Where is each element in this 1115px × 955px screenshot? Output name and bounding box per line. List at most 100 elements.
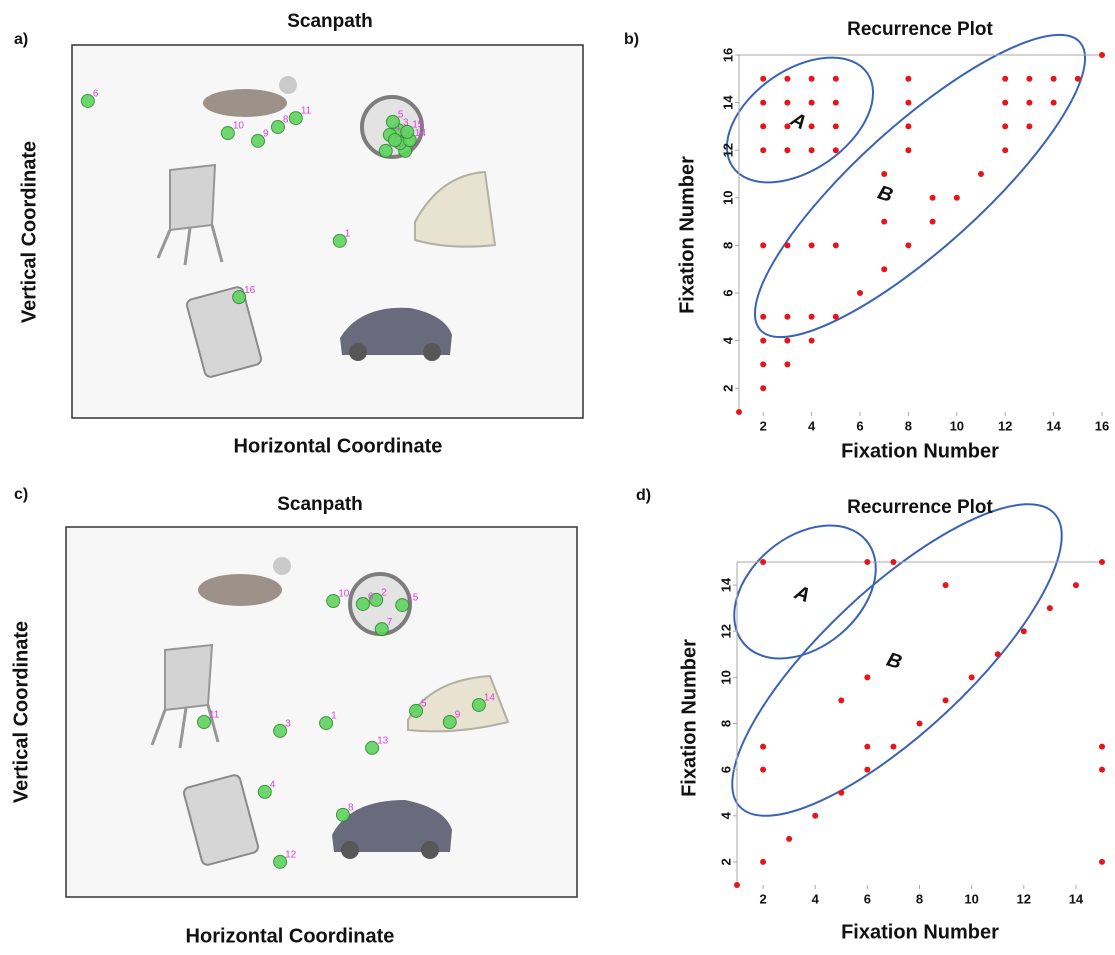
recurrence-point bbox=[1002, 147, 1008, 153]
recurrence-point bbox=[760, 147, 766, 153]
recurrence-point bbox=[905, 242, 911, 248]
fixation-label: 2 bbox=[381, 588, 387, 599]
recurrence-point bbox=[905, 123, 911, 129]
recurrence-point bbox=[736, 409, 742, 415]
fixation-label: 8 bbox=[283, 115, 289, 126]
x-tick-label: 14 bbox=[1046, 418, 1061, 433]
fixation-label: 13 bbox=[377, 736, 389, 747]
recurrence-point bbox=[760, 123, 766, 129]
fixation-label: 5 bbox=[398, 109, 404, 120]
fixation-label: 1 bbox=[331, 711, 337, 722]
recurrence-point bbox=[760, 767, 766, 773]
recurrence-point bbox=[890, 744, 896, 750]
fixation-label: 14 bbox=[484, 693, 496, 704]
y-tick-label: 12 bbox=[718, 624, 733, 638]
x-axis-label: Fixation Number bbox=[841, 921, 999, 943]
recurrence-point bbox=[1002, 76, 1008, 82]
stimulus-c bbox=[66, 527, 577, 897]
y-tick-label: 2 bbox=[718, 858, 733, 865]
fixation-label: 7 bbox=[387, 617, 393, 628]
x-tick-label: 8 bbox=[905, 418, 912, 433]
recurrence-point bbox=[760, 559, 766, 565]
x-axis-label: Horizontal Coordinate bbox=[234, 435, 443, 457]
y-axis-label: Fixation Number bbox=[678, 639, 700, 797]
fixation-label: 11 bbox=[301, 106, 312, 117]
recurrence-point bbox=[905, 76, 911, 82]
recurrence-point bbox=[905, 100, 911, 106]
recurrence-point bbox=[760, 385, 766, 391]
y-tick-label: 14 bbox=[718, 577, 733, 592]
chart-title: Recurrence Plot bbox=[847, 19, 993, 40]
recurrence-point bbox=[809, 338, 815, 344]
recurrence-point bbox=[1051, 76, 1057, 82]
fixation-label: 6 bbox=[93, 89, 99, 100]
recurrence-point bbox=[833, 314, 839, 320]
recurrence-point bbox=[1002, 100, 1008, 106]
cluster-annotation: A bbox=[791, 581, 813, 607]
y-tick-label: 8 bbox=[720, 242, 735, 249]
recurrence-point bbox=[784, 242, 790, 248]
recurrence-point bbox=[890, 559, 896, 565]
cluster-b bbox=[719, 0, 1115, 376]
stimulus-frame bbox=[72, 45, 583, 418]
recurrence-point bbox=[833, 123, 839, 129]
recurrence-point bbox=[760, 100, 766, 106]
recurrence-point bbox=[809, 242, 815, 248]
recurrence-point bbox=[760, 338, 766, 344]
y-tick-label: 2 bbox=[720, 385, 735, 392]
fixation-label: 16 bbox=[244, 285, 256, 296]
panel-label: c) bbox=[14, 486, 28, 503]
x-tick-label: 6 bbox=[856, 418, 863, 433]
fixation-label: 5 bbox=[421, 699, 427, 710]
recurrence-point bbox=[833, 242, 839, 248]
recurrence-point bbox=[784, 338, 790, 344]
x-tick-label: 8 bbox=[916, 891, 923, 906]
x-tick-label: 2 bbox=[760, 418, 767, 433]
fixation-label: 12 bbox=[285, 849, 297, 860]
recurrence-point bbox=[864, 744, 870, 750]
y-axis-label: Vertical Coordinate bbox=[18, 141, 40, 323]
recurrence-point bbox=[1075, 76, 1081, 82]
fixation-label: 8 bbox=[348, 803, 354, 814]
fixation-label: 3 bbox=[285, 719, 291, 730]
recurrence-point bbox=[1099, 559, 1105, 565]
recurrence-point bbox=[760, 314, 766, 320]
recurrence-point bbox=[812, 813, 818, 819]
recurrence-point bbox=[930, 219, 936, 225]
recurrence-point bbox=[809, 100, 815, 106]
recurrence-point bbox=[1099, 767, 1105, 773]
cluster-annotation: B bbox=[875, 182, 896, 207]
recurrence-point bbox=[838, 697, 844, 703]
recurrence-point bbox=[784, 314, 790, 320]
recurrence-point bbox=[809, 314, 815, 320]
recurrence-point bbox=[784, 76, 790, 82]
y-tick-label: 12 bbox=[720, 143, 735, 157]
recurrence-point bbox=[881, 171, 887, 177]
recurrence-point bbox=[995, 651, 1001, 657]
recurrence-point bbox=[784, 100, 790, 106]
recurrence-point bbox=[881, 219, 887, 225]
fixation-label: 9 bbox=[455, 710, 461, 721]
fixation-label: 6 bbox=[368, 592, 374, 603]
recurrence-point bbox=[1073, 582, 1079, 588]
recurrence-point bbox=[1026, 123, 1032, 129]
fixation-label: 1 bbox=[345, 228, 351, 239]
recurrence-point bbox=[760, 744, 766, 750]
recurrence-point bbox=[1051, 100, 1057, 106]
x-tick-label: 4 bbox=[808, 418, 816, 433]
x-tick-label: 4 bbox=[812, 891, 820, 906]
recurrence-point bbox=[864, 767, 870, 773]
recurrence-point bbox=[943, 697, 949, 703]
fixation-label: 10 bbox=[338, 589, 350, 600]
x-axis-label: Fixation Number bbox=[841, 440, 999, 462]
stimulus-a bbox=[72, 45, 583, 418]
recurrence-point bbox=[864, 559, 870, 565]
y-tick-label: 6 bbox=[718, 766, 733, 773]
y-tick-label: 4 bbox=[720, 336, 735, 344]
recurrence-point bbox=[833, 147, 839, 153]
recurrence-point bbox=[905, 147, 911, 153]
recurrence-point bbox=[1021, 628, 1027, 634]
recurrence-point bbox=[784, 361, 790, 367]
x-tick-label: 16 bbox=[1095, 418, 1109, 433]
recurrence-point bbox=[1099, 52, 1105, 58]
